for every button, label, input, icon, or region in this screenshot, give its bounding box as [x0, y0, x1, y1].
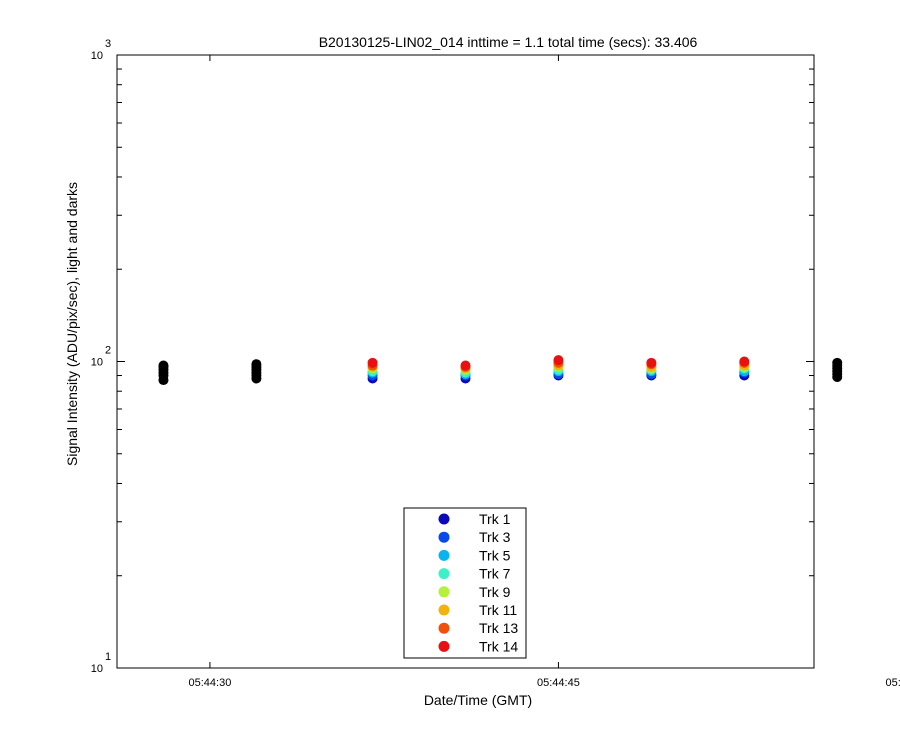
y-tick-exponent: 2 — [105, 345, 111, 357]
legend-label: Trk 14 — [479, 638, 518, 654]
legend: Trk 1 Trk 3 Trk 5 Trk 7 Trk 9 Trk 11 Trk 13 Trk… — [403, 507, 527, 659]
x-tick-label: 05:45:00 — [886, 677, 900, 689]
data-points — [158, 355, 843, 386]
series-point — [367, 357, 378, 368]
legend-marker — [438, 586, 450, 598]
x-tick-label: 05:44:30 — [189, 677, 232, 689]
y-tick-label: 10 — [91, 50, 103, 62]
legend-label: Trk 1 — [479, 511, 511, 527]
y-tick-label: 10 — [91, 357, 103, 369]
legend-marker — [438, 549, 450, 561]
y-tick-exponent: 1 — [105, 651, 111, 663]
legend-marker — [438, 531, 450, 543]
legend-marker — [438, 568, 450, 580]
chart-title: B20130125-LIN02_014 inttime = 1.1 total … — [319, 34, 698, 50]
y-tick-label: 10 — [91, 663, 103, 675]
series-point — [646, 357, 657, 368]
dark-point — [832, 357, 843, 368]
series-point — [739, 356, 750, 367]
dark-point — [251, 359, 262, 370]
legend-marker — [438, 604, 450, 616]
legend-marker — [438, 622, 450, 634]
legend-label: Trk 13 — [479, 620, 518, 636]
legend-label: Trk 7 — [479, 566, 511, 582]
legend-label: Trk 3 — [479, 529, 511, 545]
legend-marker — [438, 640, 450, 652]
legend-label: Trk 11 — [479, 602, 517, 618]
legend-label: Trk 9 — [479, 584, 511, 600]
dark-point — [158, 360, 169, 371]
legend-box — [403, 507, 527, 659]
legend-marker — [438, 513, 450, 525]
x-axis-label: Date/Time (GMT) — [424, 692, 532, 708]
y-tick-exponent: 3 — [105, 38, 111, 50]
y-axis-label: Signal Intensity (ADU/pix/sec), light an… — [64, 182, 80, 466]
series-point — [553, 355, 564, 366]
x-tick-label: 05:44:45 — [537, 677, 580, 689]
series-point — [460, 360, 471, 371]
legend-label: Trk 5 — [479, 547, 511, 563]
